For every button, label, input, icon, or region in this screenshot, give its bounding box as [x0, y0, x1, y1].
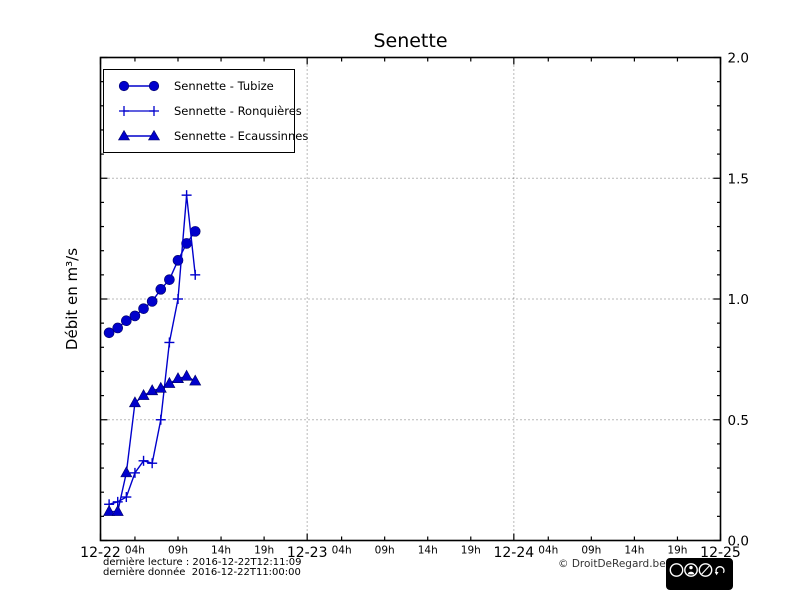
marker-triangle: [146, 384, 159, 396]
copyright-text: © DroitDeRegard.be: [558, 558, 666, 570]
y-axis-label: Débit en m³/s: [63, 247, 81, 351]
marker-triangle: [120, 466, 133, 478]
marker-triangle: [137, 388, 150, 400]
x-hour-label: 19h: [461, 545, 481, 557]
legend-item-ronquieres: Sennette - Ronquières: [104, 102, 302, 120]
x-hour-label: 19h: [254, 545, 274, 557]
marker-triangle: [189, 374, 202, 386]
marker-circle: [189, 226, 201, 237]
legend-circle-marker-icon: [118, 81, 160, 92]
last-data-text: dernière donnée 2016-12-22T11:00:00: [103, 567, 301, 578]
chart-title: Senette: [373, 30, 448, 52]
plot-frame: [99, 56, 722, 542]
x-hour-label: 09h: [375, 545, 395, 557]
x-hour-label: 14h: [624, 545, 644, 557]
legend-item-ecaussinnes: Sennette - Ecaussinnes: [104, 127, 308, 145]
x-hour-label: 19h: [667, 545, 687, 557]
legend-label: Sennette - Ronquières: [174, 103, 302, 118]
marker-circle: [129, 310, 141, 322]
svg-text:cc: cc: [672, 566, 681, 575]
x-day-label: 12-23: [287, 545, 328, 561]
legend-item-tubize: Sennette - Tubize: [104, 77, 294, 95]
marker-triangle: [171, 372, 185, 383]
y-tick-label: 0.0: [728, 534, 749, 550]
x-hour-label: 04h: [332, 545, 352, 557]
cc-by-nc-sa-badge: cc $ BY NC SA: [666, 558, 733, 590]
attribution-icon: [684, 563, 698, 577]
x-day-label: 12-25: [700, 545, 741, 561]
series-line-plus: [108, 195, 196, 505]
x-hour-label: 09h: [581, 545, 601, 557]
badge-letter-by: BY: [688, 583, 695, 589]
cc-icon: cc: [669, 563, 684, 577]
marker-circle: [164, 274, 175, 285]
non-commercial-icon: $: [698, 563, 713, 577]
legend-triangle-marker-icon: [117, 129, 161, 140]
x-hour-label: 14h: [211, 545, 231, 557]
legend-plus-marker-icon: [119, 105, 159, 116]
x-day-label: 12-22: [80, 545, 121, 561]
y-tick-label: 2.0: [728, 51, 749, 67]
marker-circle: [138, 303, 149, 314]
marker-circle: [155, 284, 167, 295]
marker-circle: [103, 327, 115, 339]
marker-circle: [146, 296, 158, 307]
y-tick-label: 0.5: [728, 413, 749, 429]
x-hour-label: 04h: [538, 545, 558, 557]
marker-triangle: [128, 396, 141, 408]
marker-triangle: [163, 376, 176, 388]
marker-triangle: [180, 369, 193, 381]
marker-circle: [112, 322, 124, 334]
badge-letter-sa: SA: [716, 583, 724, 589]
marker-triangle: [111, 504, 124, 516]
series-line-triangle: [109, 375, 196, 513]
legend: Sennette - Tubize Sennette - Ronquières …: [103, 69, 308, 153]
marker-circle: [121, 315, 132, 327]
x-hour-label: 04h: [125, 545, 145, 557]
marker-triangle: [154, 381, 167, 393]
legend-label: Sennette - Tubize: [174, 79, 274, 94]
badge-letter-nc: NC: [702, 583, 710, 589]
x-hour-label: 14h: [418, 545, 438, 557]
x-day-label: 12-24: [493, 545, 534, 561]
last-reading-text: dernière lecture : 2016-12-22T12:11:09: [103, 557, 302, 568]
legend-label: Sennette - Ecaussinnes: [174, 128, 309, 143]
x-hour-label: 09h: [168, 545, 188, 557]
marker-triangle: [103, 504, 116, 516]
share-alike-icon: [714, 566, 725, 576]
y-tick-label: 1.5: [728, 171, 749, 187]
y-tick-label: 1.0: [728, 292, 749, 308]
